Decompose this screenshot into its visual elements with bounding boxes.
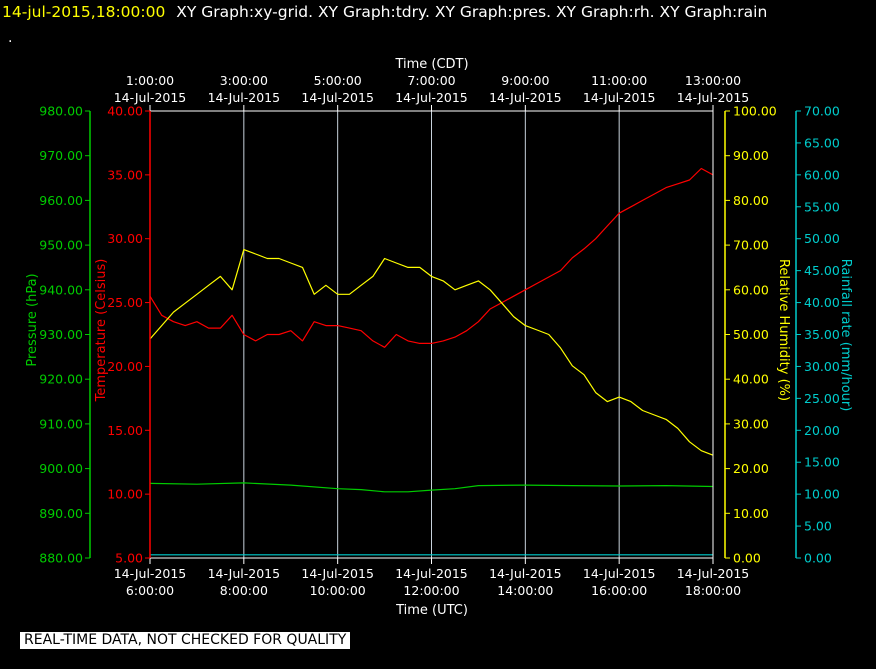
humidity-tick-label: 70.00 (733, 238, 769, 253)
x-top-tick-date: 14-Jul-2015 (583, 90, 656, 105)
temperature-tick-label: 5.00 (115, 551, 143, 566)
grid-lines (243, 111, 620, 558)
humidity-series-line (149, 249, 714, 456)
rain-tick-label: 20.00 (804, 423, 840, 438)
humidity-tick-label: 20.00 (733, 461, 769, 476)
rain-tick-label: 15.00 (804, 455, 840, 470)
temperature-tick-label: 40.00 (107, 104, 143, 119)
x-bottom-tick-date: 14-Jul-2015 (114, 566, 187, 581)
x-top-tick-date: 14-Jul-2015 (489, 90, 562, 105)
x-top-tick-time: 7:00:00 (407, 73, 455, 88)
x-bottom-tick-time: 6:00:00 (126, 583, 174, 598)
rain-tick-label: 30.00 (804, 359, 840, 374)
humidity-tick-label: 30.00 (733, 416, 769, 431)
x-bottom-tick-time: 10:00:00 (310, 583, 366, 598)
x-bottom-tick-time: 8:00:00 (220, 583, 268, 598)
humidity-tick-label: 80.00 (733, 193, 769, 208)
rain-tick-label: 45.00 (804, 263, 840, 278)
humidity-tick-label: 10.00 (733, 506, 769, 521)
rain-tick-label: 40.00 (804, 295, 840, 310)
pressure-tick-label: 980.00 (39, 104, 83, 119)
pressure-tick-label: 880.00 (39, 551, 83, 566)
humidity-tick-label: 90.00 (733, 148, 769, 163)
humidity-axis-label: Relative Humidity (%) (776, 259, 791, 401)
pressure-tick-label: 890.00 (39, 506, 83, 521)
x-bottom-tick-date: 14-Jul-2015 (677, 566, 750, 581)
pressure-series-line (149, 482, 714, 493)
rain-tick-label: 70.00 (804, 104, 840, 119)
humidity-tick-label: 40.00 (733, 372, 769, 387)
rain-tick-label: 65.00 (804, 135, 840, 150)
x-top-tick-time: 3:00:00 (220, 73, 268, 88)
humidity-tick-label: 100.00 (733, 104, 777, 119)
rain-tick-label: 55.00 (804, 199, 840, 214)
quality-notice: REAL-TIME DATA, NOT CHECKED FOR QUALITY (20, 632, 351, 649)
x-top-tick-date: 14-Jul-2015 (114, 90, 187, 105)
x-bottom-tick-date: 14-Jul-2015 (583, 566, 656, 581)
pressure-tick-label: 950.00 (39, 238, 83, 253)
rain-tick-label: 60.00 (804, 167, 840, 182)
window-title: 14-jul-2015,18:00:00 XY Graph:xy-grid. X… (2, 3, 767, 21)
rain-axis-label: Rainfall rate (mm/hour) (838, 259, 853, 412)
x-top-tick-time: 1:00:00 (126, 73, 174, 88)
temperature-tick-label: 20.00 (107, 359, 143, 374)
pressure-tick-label: 940.00 (39, 282, 83, 297)
temperature-tick-label: 30.00 (107, 231, 143, 246)
rain-tick-label: 50.00 (804, 231, 840, 246)
humidity-tick-label: 0.00 (733, 551, 761, 566)
x-top-tick-date: 14-Jul-2015 (208, 90, 281, 105)
pressure-tick-label: 900.00 (39, 461, 83, 476)
x-bottom-tick-time: 18:00:00 (685, 583, 741, 598)
x-bottom-tick-date: 14-Jul-2015 (489, 566, 562, 581)
x-top-tick-time: 13:00:00 (685, 73, 741, 88)
current-datetime: 14-jul-2015,18:00:00 (2, 3, 166, 21)
temperature-tick-label: 25.00 (107, 295, 143, 310)
x-top-tick-time: 9:00:00 (501, 73, 549, 88)
temperature-series-line (149, 167, 714, 348)
pressure-tick-label: 960.00 (39, 193, 83, 208)
temperature-tick-label: 10.00 (107, 487, 143, 502)
header-dot: . (8, 30, 13, 46)
pressure-tick-label: 970.00 (39, 148, 83, 163)
temperature-axis-label: Temperature (Celsius) (94, 259, 109, 403)
rain-tick-label: 10.00 (804, 487, 840, 502)
x-top-axis-label: Time (CDT) (394, 57, 468, 72)
rain-tick-label: 5.00 (804, 519, 832, 534)
x-bottom-tick-date: 14-Jul-2015 (395, 566, 468, 581)
temperature-tick-label: 15.00 (107, 423, 143, 438)
pressure-tick-label: 930.00 (39, 327, 83, 342)
rain-tick-label: 0.00 (804, 551, 832, 566)
x-top-tick-date: 14-Jul-2015 (395, 90, 468, 105)
x-top-tick-time: 11:00:00 (591, 73, 647, 88)
pressure-axis-label: Pressure (hPa) (25, 273, 40, 366)
pressure-tick-label: 920.00 (39, 372, 83, 387)
x-top-tick-time: 5:00:00 (314, 73, 362, 88)
x-bottom-tick-time: 16:00:00 (591, 583, 647, 598)
series-layer (149, 167, 714, 556)
humidity-tick-label: 50.00 (733, 327, 769, 342)
x-bottom-tick-date: 14-Jul-2015 (301, 566, 374, 581)
x-bottom-tick-date: 14-Jul-2015 (208, 566, 281, 581)
rain-tick-label: 25.00 (804, 391, 840, 406)
temperature-tick-label: 35.00 (107, 167, 143, 182)
graph-list: XY Graph:xy-grid. XY Graph:tdry. XY Grap… (176, 3, 768, 21)
axes-layer: 14-Jul-2015 6:00:00 1:00:00 14-Jul-2015 14-J… (39, 73, 840, 598)
x-top-tick-date: 14-Jul-2015 (677, 90, 750, 105)
x-top-tick-date: 14-Jul-2015 (301, 90, 374, 105)
x-bottom-axis-label: Time (UTC) (395, 603, 468, 618)
pressure-tick-label: 910.00 (39, 416, 83, 431)
rain-tick-label: 35.00 (804, 327, 840, 342)
x-bottom-tick-time: 12:00:00 (403, 583, 459, 598)
humidity-tick-label: 60.00 (733, 282, 769, 297)
x-bottom-tick-time: 14:00:00 (497, 583, 553, 598)
